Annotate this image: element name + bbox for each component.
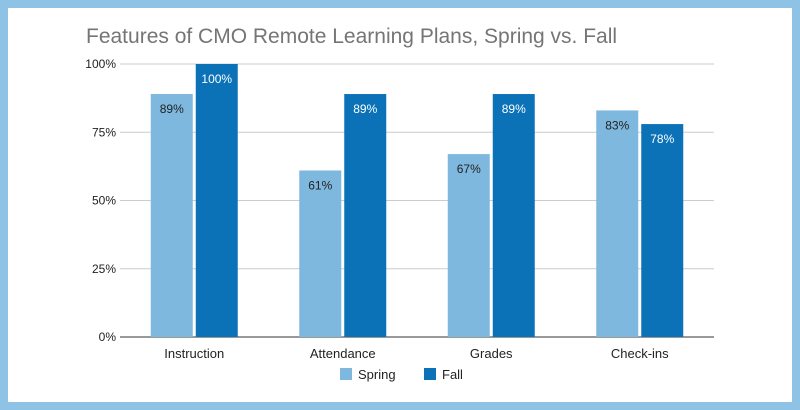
bar-spring-instruction: [150, 94, 193, 337]
data-label-spring-attendance: 61%: [308, 178, 332, 192]
bar-fall-instruction: [195, 64, 238, 337]
data-label-fall-check-ins: 78%: [650, 132, 674, 146]
x-category-label: Check-ins: [611, 346, 669, 361]
bar-fall-check-ins: [641, 124, 684, 337]
data-label-fall-instruction: 100%: [201, 72, 232, 86]
bar-fall-grades: [492, 94, 535, 337]
x-category-label: Attendance: [310, 346, 376, 361]
bar-spring-grades: [447, 154, 490, 337]
legend-swatch-fall: [424, 368, 436, 380]
bar-spring-check-ins: [596, 110, 639, 337]
x-category-label: Grades: [470, 346, 513, 361]
bar-chart: Features of CMO Remote Learning Plans, S…: [85, 25, 714, 382]
data-label-spring-grades: 67%: [457, 162, 481, 176]
legend-swatch-spring: [340, 368, 352, 380]
x-category-label: Instruction: [164, 346, 224, 361]
y-tick-label: 50%: [92, 194, 116, 208]
legend-label-fall: Fall: [442, 367, 463, 382]
y-axis-ticks: 0% 25% 50% 75% 100%: [85, 57, 116, 344]
data-label-fall-attendance: 89%: [353, 102, 377, 116]
legend: Spring Fall: [340, 367, 463, 382]
chart-frame: Features of CMO Remote Learning Plans, S…: [8, 8, 792, 402]
legend-label-spring: Spring: [358, 367, 396, 382]
y-tick-label: 0%: [99, 330, 117, 344]
bars: [150, 64, 684, 337]
x-axis-categories: Instruction Attendance Grades Check-ins: [164, 346, 669, 361]
data-labels: 89% 100% 61% 89% 67% 89% 83% 78%: [160, 72, 675, 192]
data-label-spring-instruction: 89%: [160, 102, 184, 116]
y-tick-label: 100%: [85, 57, 116, 71]
chart-title: Features of CMO Remote Learning Plans, S…: [86, 25, 617, 48]
y-tick-label: 25%: [92, 262, 116, 276]
data-label-spring-check-ins: 83%: [605, 118, 629, 132]
data-label-fall-grades: 89%: [502, 102, 526, 116]
y-tick-label: 75%: [92, 125, 116, 139]
bar-spring-attendance: [299, 170, 342, 337]
bar-fall-attendance: [344, 94, 387, 337]
